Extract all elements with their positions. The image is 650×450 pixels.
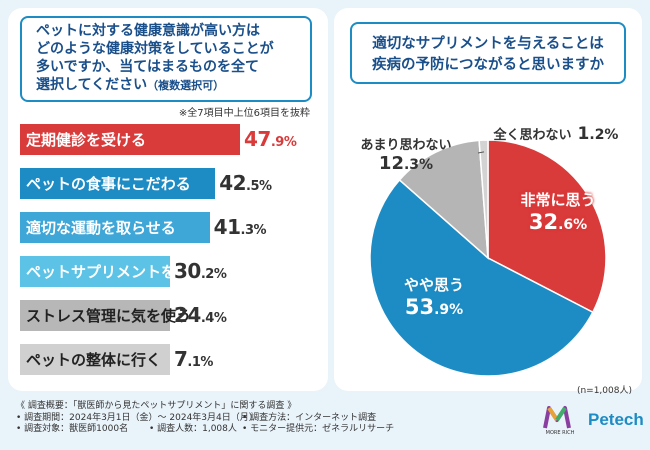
pie-value-dec: .6% xyxy=(558,217,588,233)
bar: 定期健診を受ける xyxy=(20,124,240,155)
bar-row: 定期健診を受ける 47.9% xyxy=(20,124,320,155)
pie-svg xyxy=(369,139,607,377)
pie-chart: 非常に思う 32.6% やや思う 53.9% あまり思わない 12.3% 全く思わない 1.2… xyxy=(334,8,642,391)
footer-title: 《 調査概要：「獣医師から見たペットサプリメント」に関する調査 》 xyxy=(16,401,297,411)
pie-label-name: あまり思わない xyxy=(360,138,452,153)
pie-label-name: やや思う xyxy=(403,276,464,294)
bar-value-label: 7.1% xyxy=(174,347,213,371)
footer-provider: • モニター提供元：ゼネラルリサーチ xyxy=(242,424,395,434)
bar-row: ペットの整体に行く 7.1% xyxy=(20,344,320,375)
bar-row: 適切な運動を取らせる 41.3% xyxy=(20,212,320,243)
bar-label: ペットの食事にこだわる xyxy=(26,175,191,193)
footer-target-text: • 調査対象：獣医師1000名 xyxy=(16,424,129,434)
pie-value-dec: .9% xyxy=(434,302,464,318)
bar-row: ペットの食事にこだわる 42.5% xyxy=(20,168,320,199)
bar-label: ペットの整体に行く xyxy=(26,351,162,369)
bar-value-dec: .2% xyxy=(200,267,227,282)
pie-slice xyxy=(369,178,594,377)
bar-value-dec: .4% xyxy=(200,311,227,326)
survey-footer: 《 調査概要：「獣医師から見たペットサプリメント」に関する調査 》 • 調査期間… xyxy=(16,401,394,436)
bar: ペットサプリメントを与える xyxy=(20,256,221,287)
pie-value-dec: .3% xyxy=(403,157,434,173)
question-box-left: ペットに対する健康意識が高い方は どのような健康対策をしていることが 多いですか… xyxy=(20,16,312,102)
pie-label-value: 32.6% xyxy=(488,210,628,234)
pie-value-int: 53 xyxy=(404,295,435,319)
footer-col2: . • 調査方法：インターネット調査 • モニター提供元：ゼネラルリサーチ xyxy=(242,401,442,436)
question-box-right: 適切なサプリメントを与えることは 疾病の予防につながると思いますか xyxy=(350,22,626,84)
bar-value-int: 41 xyxy=(213,215,241,239)
footer-method: • 調査方法：インターネット調査 xyxy=(242,412,377,423)
pie-label: 非常に思う 32.6% xyxy=(488,189,628,234)
pie-value-int: 1 xyxy=(577,124,590,144)
pie-label-name: 非常に思う xyxy=(520,191,596,209)
subnote: ※全7項目中上位6項目を抜粋 xyxy=(178,108,310,119)
bar-value-dec: .3% xyxy=(240,223,267,238)
bar-row: ストレス管理に気を使う 24.4% xyxy=(20,300,320,331)
bar-label: 定期健診を受ける xyxy=(26,131,147,149)
sample-size: (n=1,008人) xyxy=(576,386,632,396)
question-line: 選択してください（複数選択可） xyxy=(36,76,300,95)
right-panel: 適切なサプリメントを与えることは 疾病の予防につながると思いますか 非常に思う 3… xyxy=(334,8,642,391)
bar-value-int: 47 xyxy=(244,127,271,151)
left-panel: ペットに対する健康意識が高い方は どのような健康対策をしていることが 多いですか… xyxy=(8,8,328,391)
question-line-text: 選択してください xyxy=(36,77,148,93)
pie-slice xyxy=(487,139,607,314)
pie-leader-line xyxy=(477,151,485,154)
pie-label: 全く思わない 1.2% xyxy=(476,124,636,144)
bar-value-int: 30 xyxy=(174,259,201,283)
bar: ペットの整体に行く xyxy=(20,344,170,375)
bar-value-label: 30.2% xyxy=(174,259,227,283)
morerich-logo: MORE RICH xyxy=(542,404,574,438)
bar-value-int: 42 xyxy=(219,171,247,195)
pie-label-value: 53.9% xyxy=(364,295,504,319)
bar-row: ペットサプリメントを与える 30.2% xyxy=(20,256,320,287)
footer-target: • 調査対象：獣医師1000名 • 調査人数：1,008人 xyxy=(16,424,296,436)
bar-value-dec: .5% xyxy=(246,179,272,194)
pie-label: やや思う 53.9% xyxy=(364,274,504,319)
footer-count: • 調査人数：1,008人 xyxy=(148,424,237,434)
brand-name: Petech xyxy=(588,410,644,429)
bar-label: 適切な運動を取らせる xyxy=(26,219,176,237)
bar-value-label: 42.5% xyxy=(219,171,272,195)
bar-label: ストレス管理に気を使う xyxy=(26,307,192,325)
question-line: どのような健康対策をしていることが xyxy=(36,41,274,57)
footer-period: • 調査期間：2024年3月1日（金）〜 2024年3月4日（月） xyxy=(16,412,258,423)
question-line: ペットに対する健康意識が高い方は xyxy=(36,23,260,39)
pie-slice xyxy=(398,139,489,260)
bar: 適切な運動を取らせる xyxy=(20,212,210,243)
bar-value-label: 41.3% xyxy=(213,215,267,239)
logo-mark-icon xyxy=(543,406,571,429)
bar-value-dec: .1% xyxy=(187,355,213,370)
question-line: 適切なサプリメントを与えることは xyxy=(372,36,604,52)
pie-value-int: 12 xyxy=(378,153,404,174)
pie-value-dec: .2% xyxy=(589,127,619,143)
question-line: 疾病の予防につながると思いますか xyxy=(372,57,604,73)
bar-label: ペットサプリメントを与える xyxy=(26,263,221,281)
pie-value-int: 32 xyxy=(528,210,559,234)
logo-text: MORE RICH xyxy=(545,430,575,436)
pie-label-name: 全く思わない xyxy=(493,128,572,143)
bar: ストレス管理に気を使う xyxy=(20,300,191,331)
question-line: 多いですか、当てはまるものを全て xyxy=(36,59,260,75)
bar-value-label: 47.9% xyxy=(244,127,297,151)
bar-value-int: 7 xyxy=(174,347,188,371)
pie-label-value: 12.3% xyxy=(336,153,476,174)
question-note: （複数選択可） xyxy=(147,79,225,92)
bar-value-dec: .9% xyxy=(270,135,297,150)
bar: ペットの食事にこだわる xyxy=(20,168,216,199)
pie-label: あまり思わない 12.3% xyxy=(336,134,476,174)
bar-value-int: 24 xyxy=(174,303,201,327)
pie-label-value: 1.2% xyxy=(578,124,619,144)
bar-value-label: 24.4% xyxy=(174,303,227,327)
pie-slice xyxy=(478,139,489,259)
